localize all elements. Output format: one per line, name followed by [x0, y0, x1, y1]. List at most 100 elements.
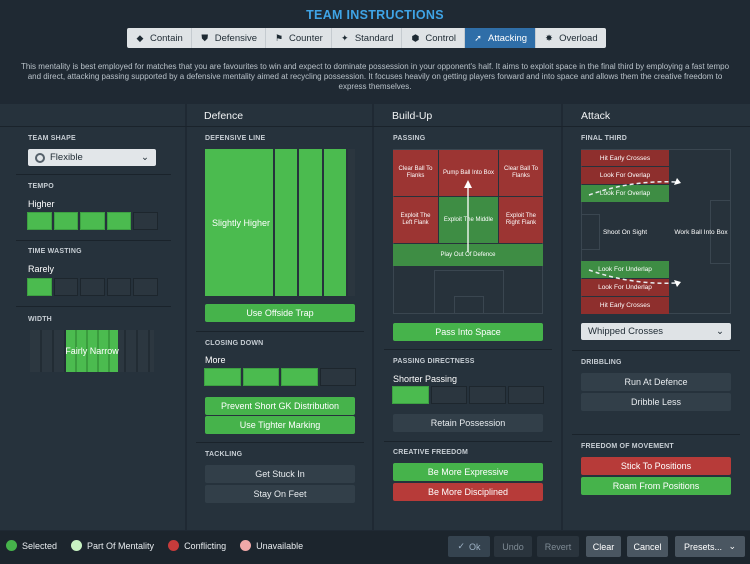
undo-button[interactable]: Undo	[494, 536, 532, 557]
slider-step	[133, 212, 158, 230]
work-ball-into-box-tile[interactable]: Work Ball Into Box	[674, 228, 728, 236]
width-selected	[66, 330, 118, 372]
defence-heading: Defence	[204, 110, 244, 122]
legend-part-of-mentality: Part Of Mentality	[71, 540, 154, 551]
dribbling-label: DRIBBLING	[581, 359, 622, 366]
tab-standard[interactable]: ✦ Standard	[332, 28, 403, 48]
footer-bar	[0, 531, 750, 564]
legend: Selected Part Of Mentality Conflicting U…	[6, 540, 303, 551]
clear-ball-left-tile[interactable]: Clear Ball To Flanks	[393, 150, 438, 196]
ok-button[interactable]: ✓ Ok	[448, 536, 490, 557]
pass-into-space-button[interactable]: Pass Into Space	[393, 323, 543, 341]
crossing-dropdown[interactable]: Whipped Crosses ⌄	[581, 323, 731, 340]
tab-overload[interactable]: ✸ Overload	[545, 32, 598, 44]
time-wasting-label: TIME WASTING	[28, 248, 82, 255]
slider-step	[430, 386, 467, 404]
width-slider[interactable]: Fairly Narrow	[30, 330, 154, 372]
passing-arrow-icon	[464, 180, 472, 252]
look-for-overlap-top-tile[interactable]: Look For Overlap	[581, 167, 669, 184]
chevron-down-icon: ⌄	[728, 541, 736, 551]
tab-contain[interactable]: ◆ Contain	[127, 28, 192, 48]
chevron-down-icon: ⌄	[716, 326, 724, 337]
hit-early-crosses-bottom-tile[interactable]: Hit Early Crosses	[581, 297, 669, 314]
be-more-expressive-button[interactable]: Be More Expressive	[393, 463, 543, 481]
freedom-of-movement-label: FREEDOM OF MOVEMENT	[581, 443, 674, 450]
legend-conflicting: Conflicting	[168, 540, 226, 551]
hit-early-crosses-top-tile[interactable]: Hit Early Crosses	[581, 150, 669, 166]
defensive-line-label: DEFENSIVE LINE	[205, 135, 266, 142]
legend-selected: Selected	[6, 540, 57, 551]
slider-step	[80, 212, 105, 230]
play-out-of-defence-tile[interactable]: Play Out Of Defence	[393, 244, 543, 266]
prevent-short-gk-button[interactable]: Prevent Short GK Distribution	[205, 397, 355, 415]
defensive-line-slider[interactable]	[205, 149, 356, 296]
slider-step	[80, 278, 105, 296]
slider-step	[27, 278, 52, 296]
clear-ball-right-tile[interactable]: Clear Ball To Flanks	[499, 150, 543, 196]
passing-directness-label: PASSING DIRECTNESS	[393, 358, 475, 365]
be-more-disciplined-button[interactable]: Be More Disciplined	[393, 483, 543, 501]
closing-down-slider[interactable]	[204, 368, 356, 386]
dribble-less-button[interactable]: Dribble Less	[581, 393, 731, 411]
offside-trap-button[interactable]: Use Offside Trap	[205, 304, 355, 322]
attacking-icon: ➚	[474, 33, 482, 43]
tab-counter[interactable]: ⚑ Counter	[266, 28, 332, 48]
legend-dot	[240, 540, 252, 551]
roam-from-positions-button[interactable]: Roam From Positions	[581, 477, 731, 495]
legend-dot	[71, 540, 83, 551]
legend-unavailable: Unavailable	[240, 540, 303, 551]
cancel-button[interactable]: Cancel	[627, 536, 668, 557]
tackling-label: TACKLING	[205, 451, 243, 458]
check-icon: ✓	[457, 541, 466, 551]
slider-step	[204, 368, 241, 386]
team-shape-dropdown[interactable]: Flexible ⌄	[28, 149, 156, 166]
width-label: WIDTH	[28, 316, 52, 323]
defensive-line-step	[323, 149, 347, 296]
shoot-on-sight-tile[interactable]: Shoot On Sight	[602, 228, 648, 236]
revert-button[interactable]: Revert	[537, 536, 579, 557]
slider-step	[507, 386, 544, 404]
legend-dot	[168, 540, 180, 551]
counter-icon: ⚑	[274, 33, 284, 43]
slider-step	[392, 386, 429, 404]
stay-on-feet-button[interactable]: Stay On Feet	[205, 485, 355, 503]
width-value: Fairly Narrow	[65, 346, 119, 356]
slider-step	[319, 368, 356, 386]
passing-label: PASSING	[393, 135, 426, 142]
passing-directness-slider[interactable]	[392, 386, 544, 404]
run-at-defence-button[interactable]: Run At Defence	[581, 373, 731, 391]
get-stuck-in-button[interactable]: Get Stuck In	[205, 465, 355, 483]
presets-dropdown[interactable]: Presets... ⌄	[675, 536, 745, 557]
shield-icon: ⛊	[201, 33, 209, 43]
retain-possession-button[interactable]: Retain Possession	[393, 414, 543, 432]
standard-icon: ✦	[341, 33, 349, 43]
defensive-line-step	[274, 149, 298, 296]
tab-attacking[interactable]: ➚ Attacking	[465, 28, 537, 48]
exploit-left-flank-tile[interactable]: Exploit The Left Flank	[393, 197, 438, 243]
contain-icon: ◆	[136, 33, 144, 43]
tighter-marking-button[interactable]: Use Tighter Marking	[205, 416, 355, 434]
slider-step	[53, 212, 79, 230]
clear-button[interactable]: Clear	[586, 536, 621, 557]
mentality-tabs: ◆ Contain ⛊ Defensive ⚑ Counter ✦ Standard ⬢…	[127, 28, 606, 48]
look-for-overlap-2-tile[interactable]: Look For Overlap	[581, 185, 669, 202]
team-column	[0, 104, 185, 530]
tab-defensive[interactable]: ⛊ Defensive	[192, 28, 266, 48]
final-third-label: FINAL THIRD	[581, 135, 628, 142]
control-icon: ⬢	[411, 33, 420, 43]
slider-step	[53, 278, 79, 296]
exploit-right-flank-tile[interactable]: Exploit The Right Flank	[499, 197, 543, 243]
slider-step	[133, 278, 158, 296]
overload-icon: ✸	[545, 33, 553, 43]
slider-step	[281, 368, 318, 386]
mentality-description: This mentality is best employed for matc…	[20, 62, 730, 92]
team-shape-label: TEAM SHAPE	[28, 135, 76, 142]
slider-step	[242, 368, 279, 386]
slider-step	[106, 212, 132, 230]
tempo-slider[interactable]	[27, 212, 158, 230]
legend-dot	[6, 540, 17, 551]
tab-control[interactable]: ⬢ Control	[402, 28, 465, 48]
closing-down-label: CLOSING DOWN	[205, 340, 264, 347]
time-wasting-slider[interactable]	[27, 278, 158, 296]
stick-to-positions-button[interactable]: Stick To Positions	[581, 457, 731, 475]
